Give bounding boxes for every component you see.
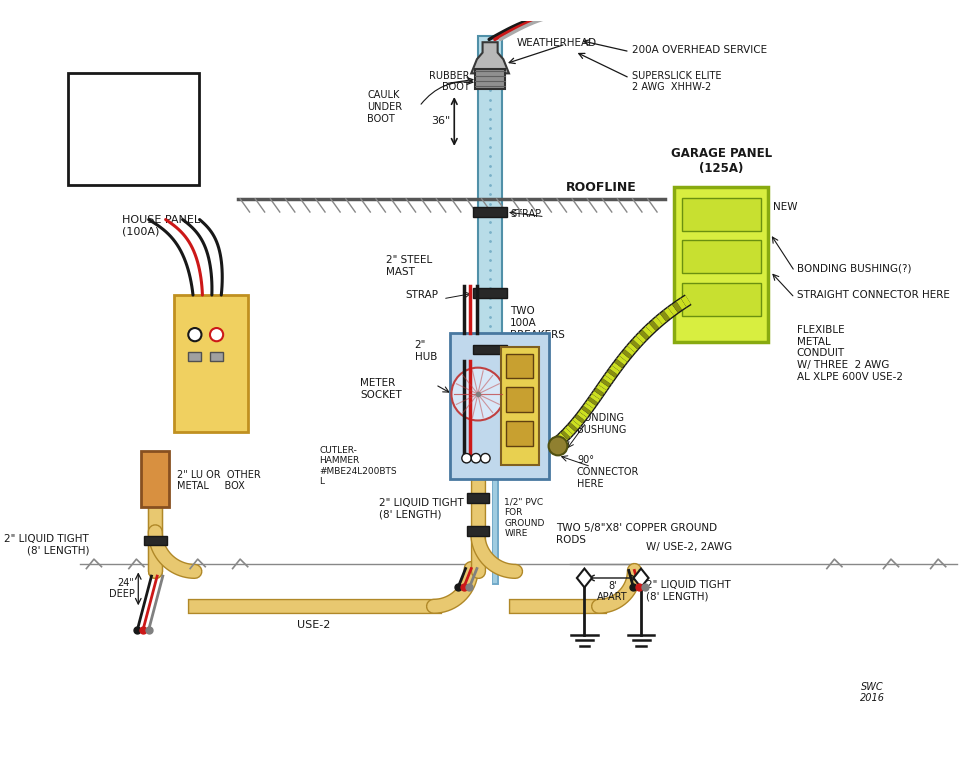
Text: SWC
2016: SWC 2016 xyxy=(859,682,885,703)
Circle shape xyxy=(471,453,480,463)
Bar xyxy=(674,186,768,342)
Text: HOUSE PANEL
(100A): HOUSE PANEL (100A) xyxy=(122,215,200,236)
Text: BONDING
BUSHUNG: BONDING BUSHUNG xyxy=(577,413,626,435)
Text: 36": 36" xyxy=(431,117,451,126)
Polygon shape xyxy=(471,42,509,73)
Text: 2"
HUB: 2" HUB xyxy=(415,341,437,362)
Text: 2" LIQUID TIGHT
(8' LENGTH): 2" LIQUID TIGHT (8' LENGTH) xyxy=(5,534,89,556)
Text: 2" LIQUID TIGHT
(8' LENGTH): 2" LIQUID TIGHT (8' LENGTH) xyxy=(379,498,464,519)
Text: 2" LIQUID TIGHT
(8' LENGTH): 2" LIQUID TIGHT (8' LENGTH) xyxy=(646,580,730,602)
Bar xyxy=(473,207,507,217)
Bar xyxy=(681,283,760,316)
Bar xyxy=(210,351,223,361)
Bar xyxy=(188,351,202,361)
Circle shape xyxy=(549,437,567,456)
Text: TWO 5/8"X8' COPPER GROUND
RODS: TWO 5/8"X8' COPPER GROUND RODS xyxy=(556,523,717,545)
Text: NEW: NEW xyxy=(773,202,798,212)
Text: USE-2: USE-2 xyxy=(297,621,330,631)
Circle shape xyxy=(188,328,202,341)
Text: H: H xyxy=(464,472,469,481)
Bar xyxy=(450,333,549,479)
Bar xyxy=(473,345,507,354)
Bar xyxy=(681,240,760,273)
Text: EXISTING: EXISTING xyxy=(185,406,236,416)
Text: METER
SOCKET: METER SOCKET xyxy=(360,378,402,400)
Bar xyxy=(174,295,248,431)
Text: SUPERSLICK ELITE
2 AWG  XHHW-2: SUPERSLICK ELITE 2 AWG XHHW-2 xyxy=(631,70,721,92)
Circle shape xyxy=(462,453,471,463)
Text: GARAGE PANEL
(125A): GARAGE PANEL (125A) xyxy=(670,147,772,175)
Bar xyxy=(144,535,167,545)
Bar xyxy=(506,388,532,412)
Polygon shape xyxy=(577,569,592,587)
Text: N: N xyxy=(482,472,489,481)
Bar xyxy=(502,347,539,465)
Text: 200A OVERHEAD SERVICE: 200A OVERHEAD SERVICE xyxy=(631,45,766,55)
Bar xyxy=(506,354,532,378)
Bar xyxy=(141,450,170,507)
Circle shape xyxy=(452,368,505,420)
Bar xyxy=(681,198,760,231)
Text: RUBBER
BOOT: RUBBER BOOT xyxy=(429,70,469,92)
Bar xyxy=(466,526,489,535)
Text: CAULK
UNDER
BOOT: CAULK UNDER BOOT xyxy=(368,90,403,123)
Bar xyxy=(466,493,489,503)
Bar xyxy=(475,69,506,89)
Text: 8'
APART: 8' APART xyxy=(598,581,628,603)
Text: STRAIGHT CONNECTOR HERE: STRAIGHT CONNECTOR HERE xyxy=(797,290,950,300)
Text: 1/2" PVC
FOR
GROUND
WIRE: 1/2" PVC FOR GROUND WIRE xyxy=(505,498,545,538)
Polygon shape xyxy=(633,569,649,587)
Text: FLEXIBLE
METAL
CONDUIT
W/ THREE  2 AWG
AL XLPE 600V USE-2: FLEXIBLE METAL CONDUIT W/ THREE 2 AWG AL… xyxy=(797,326,903,382)
Text: WEATHERHEAD: WEATHERHEAD xyxy=(516,38,597,48)
Text: W/ USE-2, 2AWG: W/ USE-2, 2AWG xyxy=(646,541,732,552)
Bar xyxy=(69,73,199,185)
Bar xyxy=(473,288,507,298)
Bar xyxy=(506,422,532,446)
Text: 2" LU OR  OTHER
METAL     BOX: 2" LU OR OTHER METAL BOX xyxy=(177,469,261,491)
Text: CUTLER-
HAMMER
#MBE24L200BTS
L: CUTLER- HAMMER #MBE24L200BTS L xyxy=(319,446,397,486)
Text: 90°
CONNECTOR
HERE: 90° CONNECTOR HERE xyxy=(577,456,639,488)
Circle shape xyxy=(480,453,490,463)
Text: ROOFLINE: ROOFLINE xyxy=(565,181,636,194)
Text: TWO
100A
BREAKERS: TWO 100A BREAKERS xyxy=(510,307,564,340)
Text: 2" STEEL
MAST: 2" STEEL MAST xyxy=(386,255,432,277)
Text: STRAP: STRAP xyxy=(405,290,438,300)
Circle shape xyxy=(210,328,223,341)
Text: 24"
DEEP: 24" DEEP xyxy=(109,578,134,600)
Text: BONDING BUSHING(?): BONDING BUSHING(?) xyxy=(797,263,911,273)
Text: STRAP: STRAP xyxy=(510,209,541,219)
Bar xyxy=(478,36,503,431)
Text: SPLIT
METER
PLAN: SPLIT METER PLAN xyxy=(105,105,163,155)
